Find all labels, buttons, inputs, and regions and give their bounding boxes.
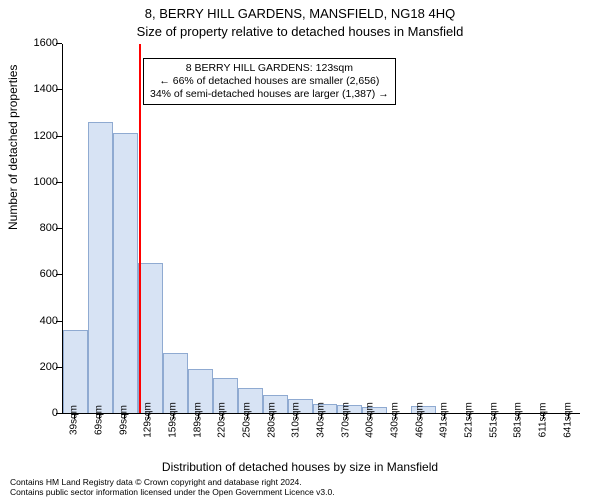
annotation-line3: 34% of semi-detached houses are larger (… (150, 88, 389, 101)
x-tick-label: 370sqm (340, 402, 351, 438)
x-axis-label: Distribution of detached houses by size … (0, 460, 600, 474)
y-axis-label: Number of detached properties (6, 65, 20, 230)
chart-title-address: 8, BERRY HILL GARDENS, MANSFIELD, NG18 4… (0, 6, 600, 21)
x-tick-label: 641sqm (562, 402, 573, 438)
x-tick-label: 39sqm (69, 405, 80, 435)
y-tick-label: 400 (8, 315, 58, 327)
x-tick-label: 159sqm (168, 402, 179, 438)
x-tick-label: 521sqm (464, 402, 475, 438)
annotation-line1: 8 BERRY HILL GARDENS: 123sqm (150, 62, 389, 75)
property-marker-line (139, 44, 141, 413)
x-tick-label: 99sqm (118, 405, 129, 435)
x-tick-label: 551sqm (488, 402, 499, 438)
x-tick-label: 189sqm (192, 402, 203, 438)
x-ticks: 39sqm69sqm99sqm129sqm159sqm189sqm220sqm2… (62, 414, 580, 464)
y-tick-label: 200 (8, 361, 58, 373)
bar (63, 330, 88, 413)
bar (138, 263, 163, 413)
x-tick-label: 430sqm (390, 402, 401, 438)
x-tick-label: 220sqm (217, 402, 228, 438)
x-tick-label: 491sqm (439, 402, 450, 438)
x-tick-label: 310sqm (291, 402, 302, 438)
x-tick-label: 460sqm (414, 402, 425, 438)
x-tick-label: 611sqm (538, 403, 549, 438)
y-tick-label: 0 (8, 407, 58, 419)
footer-line2: Contains public sector information licen… (10, 488, 335, 498)
footer-attribution: Contains HM Land Registry data © Crown c… (10, 478, 335, 498)
x-tick-label: 129sqm (143, 402, 154, 438)
plot-area: 8 BERRY HILL GARDENS: 123sqm ← 66% of de… (62, 44, 580, 414)
annotation-line2: ← 66% of detached houses are smaller (2,… (150, 75, 389, 88)
x-tick-label: 581sqm (513, 402, 524, 438)
x-tick-label: 340sqm (316, 402, 327, 438)
chart-subtitle: Size of property relative to detached ho… (0, 24, 600, 39)
x-tick-label: 69sqm (94, 405, 105, 435)
bar (113, 133, 138, 413)
bar (88, 122, 113, 413)
x-tick-label: 280sqm (266, 402, 277, 438)
x-tick-label: 250sqm (242, 402, 253, 438)
annotation-box: 8 BERRY HILL GARDENS: 123sqm ← 66% of de… (143, 58, 396, 105)
y-tick-label: 600 (8, 268, 58, 280)
x-tick-label: 400sqm (365, 402, 376, 438)
